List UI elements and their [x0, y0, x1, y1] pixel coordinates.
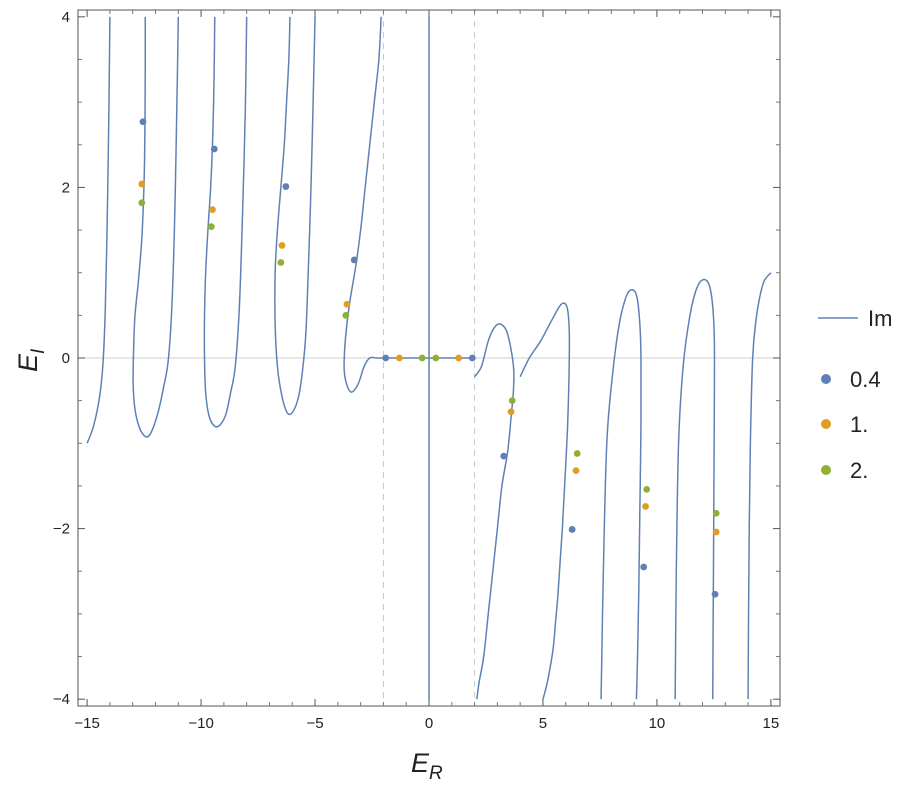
legend-label-1: 1. [850, 412, 868, 437]
legend-swatch-2 [821, 465, 831, 475]
data-point-0.4 [210, 145, 218, 153]
data-point-0.4 [711, 590, 719, 598]
im-curve [519, 302, 571, 700]
data-point-1. [395, 354, 403, 362]
data-point-2. [207, 223, 215, 231]
axis-ticks: −15 −10 −5 0 5 10 15 −4 −2 0 2 4 [53, 9, 780, 732]
legend-swatch-0.4 [821, 374, 831, 384]
data-point-2. [277, 259, 285, 266]
data-point-1. [138, 180, 146, 188]
data-point-1. [642, 503, 649, 510]
data-points [138, 118, 720, 598]
data-point-2. [573, 450, 581, 457]
y-tick-label: 0 [62, 350, 70, 367]
data-point-2. [342, 311, 350, 319]
data-point-2. [643, 485, 651, 493]
data-point-1. [209, 206, 216, 213]
im-curve [86, 16, 111, 444]
im-curve [274, 16, 316, 416]
data-point-1. [455, 354, 463, 362]
x-tick-label: 10 [649, 715, 666, 732]
legend-label-2: 2. [850, 458, 868, 483]
im-curves [86, 16, 772, 700]
x-tick-label: −10 [188, 715, 213, 732]
data-point-0.4 [568, 526, 576, 533]
x-tick-label: −5 [306, 715, 323, 732]
data-point-0.4 [139, 118, 147, 126]
im-curve [600, 289, 642, 700]
legend-label-0.4: 0.4 [850, 367, 881, 392]
data-point-1. [343, 300, 351, 308]
x-axis-title: ER [411, 748, 443, 784]
data-point-0.4 [382, 354, 390, 362]
data-point-1. [712, 528, 720, 536]
data-point-0.4 [350, 256, 358, 264]
y-axis-title: EI [13, 348, 49, 372]
im-curve [747, 272, 772, 700]
x-tick-label: −15 [74, 715, 99, 732]
y-tick-label: 4 [62, 9, 70, 26]
im-curve [203, 16, 248, 428]
x-tick-label: 5 [539, 715, 547, 732]
legend-label-im: Im [868, 306, 892, 331]
y-tick-label: −2 [53, 521, 70, 538]
data-point-2. [418, 354, 426, 362]
im-curve [473, 323, 515, 700]
data-point-2. [508, 397, 516, 405]
y-tick-label: −4 [53, 691, 70, 708]
im-curve [343, 16, 384, 393]
x-tick-label: 0 [425, 715, 433, 732]
data-point-0.4 [500, 452, 508, 460]
legend: Im 0.4 1. 2. [818, 306, 892, 483]
data-point-2. [432, 354, 440, 362]
data-point-1. [507, 408, 515, 416]
im-curve [674, 278, 716, 700]
data-point-1. [572, 467, 580, 474]
data-point-2. [712, 509, 720, 517]
legend-swatch-1 [821, 419, 831, 429]
data-point-0.4 [468, 354, 476, 362]
data-point-0.4 [640, 563, 648, 571]
data-point-0.4 [282, 183, 290, 190]
data-point-2. [138, 199, 146, 207]
data-point-1. [278, 242, 286, 249]
x-tick-label: 15 [763, 715, 780, 732]
y-tick-label: 2 [62, 179, 70, 196]
im-curve [132, 16, 180, 438]
